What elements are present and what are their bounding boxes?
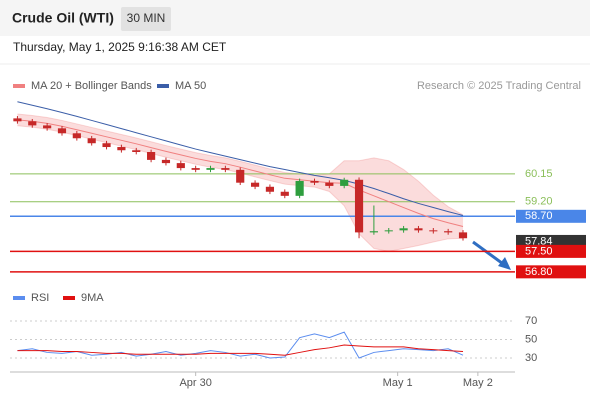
ma-line xyxy=(17,119,464,228)
legend-swatch xyxy=(63,296,75,300)
legend-label: MA 50 xyxy=(175,80,206,92)
candle-body xyxy=(444,231,453,233)
candle-body xyxy=(265,186,275,192)
candle-body xyxy=(340,179,349,186)
legend-swatch xyxy=(13,296,25,300)
datetime: Thursday, May 1, 2025 9:16:38 AM CET xyxy=(13,40,227,54)
candle-body xyxy=(414,228,423,231)
candle-body xyxy=(102,143,111,148)
instrument-title: Crude Oil (WTI) xyxy=(12,10,114,26)
level-box xyxy=(516,244,586,258)
ma-line xyxy=(17,101,464,216)
interval: 30 MIN xyxy=(127,11,166,25)
candle-body xyxy=(176,163,185,169)
candle-body xyxy=(280,191,289,196)
candle-body xyxy=(57,128,67,134)
x-tick-label: May 1 xyxy=(383,377,413,389)
candle-body xyxy=(117,147,126,151)
level-label: 58.70 xyxy=(525,210,553,222)
level-label: 57.84 xyxy=(525,235,553,247)
candle-body xyxy=(43,125,52,129)
candle-body xyxy=(354,179,364,233)
candle-body xyxy=(161,159,171,164)
y-tick-label: 70 xyxy=(525,315,537,327)
candle-body xyxy=(191,168,200,170)
candle-body xyxy=(250,182,260,187)
y-tick-label: 30 xyxy=(525,352,537,364)
candle-body xyxy=(384,230,393,232)
candle-body xyxy=(206,168,215,170)
x-tick-label: May 2 xyxy=(463,377,493,389)
level-box xyxy=(516,209,586,223)
candle-body xyxy=(310,180,319,183)
candle-body xyxy=(13,118,22,122)
indicator-line xyxy=(17,344,464,356)
indicator-line xyxy=(17,331,464,359)
level-label: 57.50 xyxy=(525,245,553,257)
candle-body xyxy=(147,152,156,160)
candle-body xyxy=(295,180,304,196)
forecast-arrow xyxy=(472,240,507,268)
band-edge xyxy=(17,113,464,216)
level-box xyxy=(516,234,586,248)
candle-body xyxy=(132,150,141,152)
level-label: 59.20 xyxy=(525,196,553,208)
candle-body xyxy=(399,228,408,231)
level-label: 56.80 xyxy=(525,266,553,278)
candle-body xyxy=(325,182,334,186)
candle-body xyxy=(429,230,438,232)
candle-body xyxy=(72,133,81,139)
header-bar xyxy=(0,0,590,36)
legend-label: 9MA xyxy=(81,292,104,304)
legend-label: MA 20 + Bollinger Bands xyxy=(31,80,152,92)
candle-body xyxy=(28,121,37,126)
y-tick-label: 50 xyxy=(525,333,537,345)
candle-body xyxy=(369,231,378,233)
candle-body xyxy=(236,169,245,183)
candle-body xyxy=(221,168,230,170)
candle-body xyxy=(87,138,96,144)
level-label: 60.15 xyxy=(525,168,553,180)
credit: Research © 2025 Trading Central xyxy=(417,80,581,92)
legend-swatch xyxy=(13,84,25,88)
x-tick-label: Apr 30 xyxy=(179,377,211,389)
interval-badge xyxy=(121,7,171,31)
legend-label: RSI xyxy=(31,292,49,304)
level-box xyxy=(516,265,586,279)
legend-swatch xyxy=(157,84,169,88)
candle-body xyxy=(458,232,468,239)
forecast-arrowhead xyxy=(498,257,511,270)
